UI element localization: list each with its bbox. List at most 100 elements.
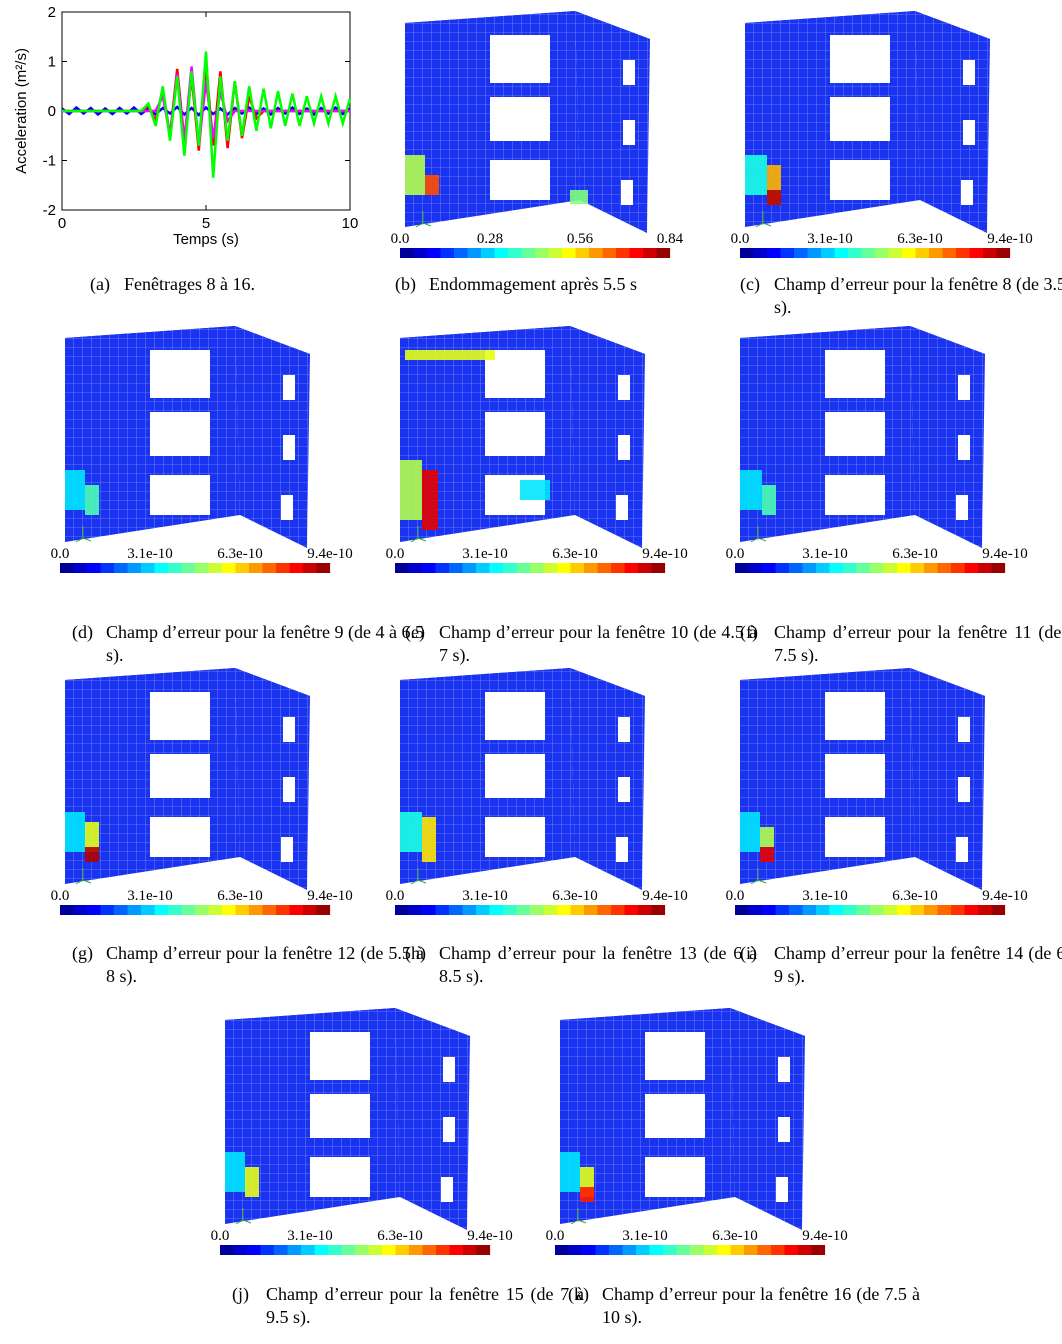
colorbar-cell [902, 248, 916, 258]
error-zone [760, 827, 774, 847]
colorbar-cell [449, 1245, 464, 1255]
window [443, 1057, 455, 1082]
colorbar-cell [195, 905, 209, 915]
colorbar-cell [494, 248, 509, 258]
window [623, 120, 635, 145]
window [618, 717, 630, 742]
error-zone [740, 812, 760, 852]
colorbar-cell [249, 563, 263, 573]
colorbar-cell [463, 1245, 477, 1255]
error-zone [400, 460, 422, 520]
window [310, 1032, 370, 1080]
colorbar-label: 9.4e-10 [642, 888, 687, 904]
caption-label: (g) [72, 943, 93, 963]
caption: (c) Champ d’erreur pour la fenêtre 8 (de … [740, 273, 1062, 319]
building-side [395, 1008, 470, 1230]
colorbar-cell [643, 248, 657, 258]
caption-text: Champ d’erreur pour la fenêtre 10 (de 4.… [439, 622, 757, 665]
caption-label: (k) [568, 1284, 589, 1304]
colorbar-label: 9.4e-10 [642, 546, 687, 562]
window [283, 717, 295, 742]
colorbar-cell [543, 563, 558, 573]
colorbar-cell [656, 248, 671, 258]
colorbar-cell [449, 563, 463, 573]
caption-label: (e) [405, 622, 425, 642]
window [490, 160, 550, 200]
y-axis-label: Acceleration (m²/s) [13, 48, 30, 174]
axis-triad [410, 526, 427, 543]
caption-text: Champ d’erreur pour la fenêtre 14 (de 6.… [774, 943, 1062, 986]
window [283, 375, 295, 400]
window [778, 1057, 790, 1082]
colorbar-cell [937, 905, 952, 915]
colorbar-cell [964, 563, 979, 573]
colorbar-cell [368, 1245, 383, 1255]
window [283, 777, 295, 802]
colorbar-label: 9.4e-10 [307, 888, 352, 904]
caption-label: (c) [740, 274, 760, 294]
error-zone [85, 822, 99, 852]
colorbar-cell [910, 905, 925, 915]
colorbar-cell [638, 905, 652, 915]
building-side [235, 668, 310, 890]
colorbar-cell [983, 248, 997, 258]
colorbar-cell [127, 563, 142, 573]
colorbar-cell [141, 563, 155, 573]
colorbar-cell [870, 563, 884, 573]
colorbar-cell [584, 905, 598, 915]
colorbar-cell [557, 563, 571, 573]
error-zone [225, 1152, 245, 1192]
caption-text: Champ d’erreur pour la fenêtre 12 (de 5.… [106, 943, 424, 986]
window [310, 1157, 370, 1197]
colorbar-label: 0.0 [211, 1228, 230, 1244]
axis-triad [75, 868, 92, 885]
colorbar-cell [301, 1245, 315, 1255]
colorbar-cell [570, 905, 585, 915]
colorbar-cell [915, 248, 930, 258]
building-side [910, 326, 985, 548]
colorbar-cell [582, 1245, 596, 1255]
colorbar-cell [703, 1245, 718, 1255]
colorbar-cell [897, 563, 911, 573]
colorbar-cell [870, 905, 884, 915]
colorbar-cell [395, 563, 409, 573]
colorbar-cell [314, 1245, 329, 1255]
colorbar-cell [942, 248, 957, 258]
x-tick-label: 10 [342, 215, 359, 232]
window [441, 1177, 453, 1202]
caption: (k) Champ d’erreur pour la fenêtre 16 (de… [568, 1283, 920, 1329]
axis-triad [415, 211, 432, 228]
colorbar-cell [875, 248, 889, 258]
colorbar-cell [408, 563, 423, 573]
colorbar-label: 0.0 [386, 888, 405, 904]
colorbar-cell [775, 905, 790, 915]
colorbar-cell [978, 563, 992, 573]
colorbar-cell [249, 905, 263, 915]
colorbar-cell [467, 248, 482, 258]
window [310, 1094, 370, 1138]
building-plot: 0.0 3.1e-10 6.3e-10 9.4e-10 [731, 11, 1033, 258]
colorbar-cell [382, 1245, 396, 1255]
colorbar-cell [663, 1245, 677, 1255]
colorbar-cell [969, 248, 984, 258]
colorbar-cell [440, 248, 455, 258]
colorbar-cell [562, 248, 576, 258]
colorbar-label: 3.1e-10 [802, 546, 847, 562]
building-plot: 0.0 3.1e-10 6.3e-10 9.4e-10 [51, 668, 353, 915]
window [963, 120, 975, 145]
axis-triad [410, 868, 427, 885]
window [776, 1177, 788, 1202]
colorbar-cell [829, 563, 844, 573]
colorbar-label: 3.1e-10 [127, 888, 172, 904]
colorbar-label: 0.0 [391, 231, 410, 247]
colorbar-cell [883, 905, 898, 915]
colorbar-cell [141, 905, 155, 915]
caption: (b) Endommagement après 5.5 s [395, 273, 739, 296]
caption-text: Endommagement après 5.5 s [429, 274, 637, 294]
colorbar-label: 9.4e-10 [982, 546, 1027, 562]
colorbar-cell [409, 1245, 423, 1255]
building-plot: 0.0 3.1e-10 6.3e-10 9.4e-10 [211, 1008, 513, 1255]
colorbar-label: 3.1e-10 [127, 546, 172, 562]
error-zone [422, 470, 438, 530]
window [958, 777, 970, 802]
